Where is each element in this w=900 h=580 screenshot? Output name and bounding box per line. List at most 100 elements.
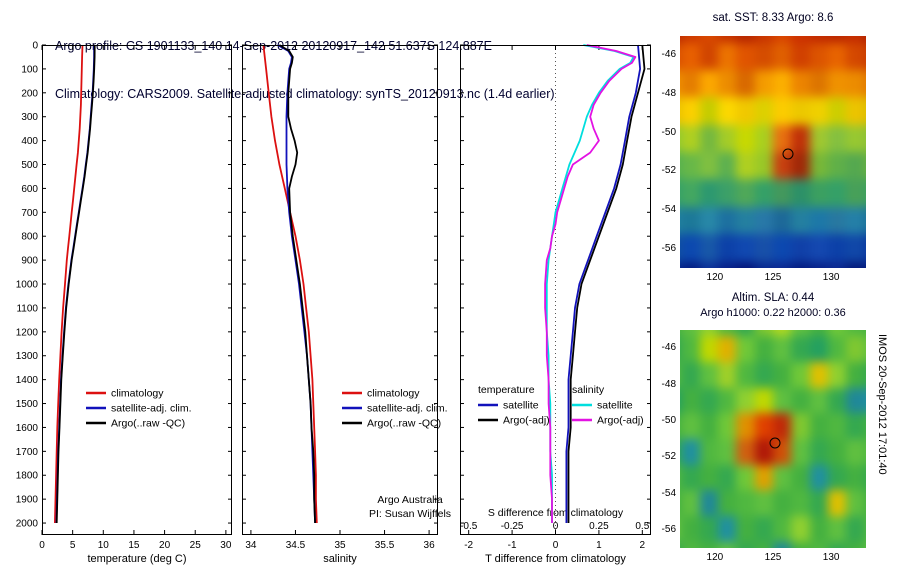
s-difference-tick-label: 0.5 [635,521,649,532]
plot-frame [460,45,651,535]
series-climatology [54,44,84,524]
x-tick-label: 30 [220,540,232,551]
latitude-tick-label: -54 [661,204,676,215]
series-climatology [262,44,318,524]
series-t-satellite [565,44,642,523]
depth-tick-label: 1300 [16,351,39,362]
depth-tick-label: 1100 [16,303,38,314]
temperature-profile-chart: 0 100 200 300 400 500 600 700 800 900 1000 1100 1200… [16,41,232,565]
sst-map: -46 -48 -50 -52 -54 -56 120 125 130 [662,36,866,283]
series-argo-raw-qc- [55,44,96,524]
latitude-tick-label: -52 [661,451,676,463]
latitude-tick-label: -46 [661,342,676,354]
depth-tick-label: 800 [21,232,38,243]
depth-tick-label: 900 [21,256,38,267]
depth-tick-label: 1400 [16,375,39,386]
latitude-tick-label: -48 [661,88,676,99]
x-tick-label: 0 [39,540,45,551]
depth-tick-label: 1500 [16,399,39,410]
latitude-tick-label: -50 [661,414,676,426]
sst-map-canvas [680,36,866,268]
annotation-text: Argo Australia [377,494,443,506]
x-tick-label: 36 [424,540,436,551]
series-s-satellite [545,44,635,523]
legend-title: salinity [572,384,605,396]
series-s-argo-adj- [544,44,637,523]
x-tick-label: 35.5 [375,540,395,551]
series-satellite-adj-clim- [55,45,95,524]
plot-frame [242,45,438,535]
depth-tick-label: 200 [21,88,38,99]
plot-frame [42,45,232,535]
x-tick-label: 1 [596,540,602,551]
imos-timestamp-label: IMOS 20-Sep-2012 17:01:40 [876,334,888,475]
latitude-tick-label: -56 [661,523,676,535]
depth-tick-label: 1200 [16,327,39,338]
longitude-tick-label: 120 [706,272,724,283]
x-tick-label: -2 [464,540,473,551]
depth-tick-label: 1900 [16,495,39,506]
longitude-tick-label: 125 [764,272,782,283]
series-satellite-adj-clim- [277,44,316,524]
sst-map-title: sat. SST: 8.33 Argo: 8.6 [712,12,834,24]
x-tick-label: 5 [70,540,76,551]
legend-label: Argo(-adj) [503,415,550,427]
salinity-profile-x-axis-label: salinity [323,553,357,565]
x-tick-label: 0 [553,540,559,551]
longitude-tick-label: 120 [706,552,724,563]
x-tick-label: 15 [128,540,140,551]
legend-label: satellite-adj. clim. [111,403,192,415]
x-tick-label: 34 [245,540,257,551]
depth-tick-label: 1800 [16,471,39,482]
depth-tick-label: 1600 [16,423,39,434]
legend-label: satellite [597,400,633,412]
longitude-tick-label: 130 [822,552,840,563]
temperature-profile-svg: 0100200300400500600700800900100011001200… [16,41,232,565]
annotation-text: PI: Susan Wijffels [369,508,451,520]
temperature-profile-x-axis-label: temperature (deg C) [87,553,186,565]
salinity-profile-chart: 34 34.5 35 35.5 36 salinity climatology satelli… [242,44,451,565]
argo-float-position-marker [782,148,794,160]
sla-map-canvas [680,330,866,548]
x-tick-label: 25 [190,540,202,551]
sla-map-title-line2: Argo h1000: 0.22 h2000: 0.36 [700,307,846,319]
s-difference-tick-label: 0.25 [589,521,609,532]
sst-map-heatmap-grid [680,36,866,268]
latitude-tick-label: -56 [661,242,676,254]
depth-tick-label: 1000 [16,280,39,291]
s-difference-tick-label: 0 [553,521,559,532]
sla-map-title-line1: Altim. SLA: 0.44 [731,292,815,304]
x-tick-label: 34.5 [286,540,306,551]
depth-tick-label: 600 [21,184,38,195]
legend-label: climatology [111,388,164,400]
x-tick-label: -1 [508,540,517,551]
legend-label: Argo(-adj) [597,415,644,427]
series-argo-raw-qc- [278,44,316,524]
legend-label: satellite-adj. clim. [367,403,448,415]
depth-tick-label: 1700 [16,447,39,458]
depth-tick-label: 100 [21,64,38,75]
x-tick-label: 20 [159,540,171,551]
legend-label: Argo(..raw -QC) [111,418,185,430]
x-tick-label: 10 [98,540,110,551]
latitude-tick-label: -52 [661,165,676,177]
x-tick-label: 35 [334,540,346,551]
depth-tick-label: 300 [21,112,38,123]
sla-map-heatmap-grid [680,330,866,548]
depth-tick-label: 700 [21,208,38,219]
depth-tick-label: 2000 [16,519,39,530]
latitude-tick-label: -54 [661,487,676,499]
argo-float-position-marker [769,437,781,449]
s-difference-axis-label: S difference from climatology [488,507,624,519]
legend-label: Argo(..raw -QC) [367,418,441,430]
legend-label: climatology [367,388,420,400]
latitude-tick-label: -48 [661,378,676,390]
s-difference-tick-label: -0.5 [460,521,478,532]
latitude-tick-label: -50 [661,126,676,138]
longitude-tick-label: 125 [764,552,782,563]
legend-title: temperature [478,384,535,396]
longitude-tick-label: 130 [822,272,840,283]
latitude-tick-label: -46 [661,49,676,61]
series-t-argo-adj- [567,44,646,523]
